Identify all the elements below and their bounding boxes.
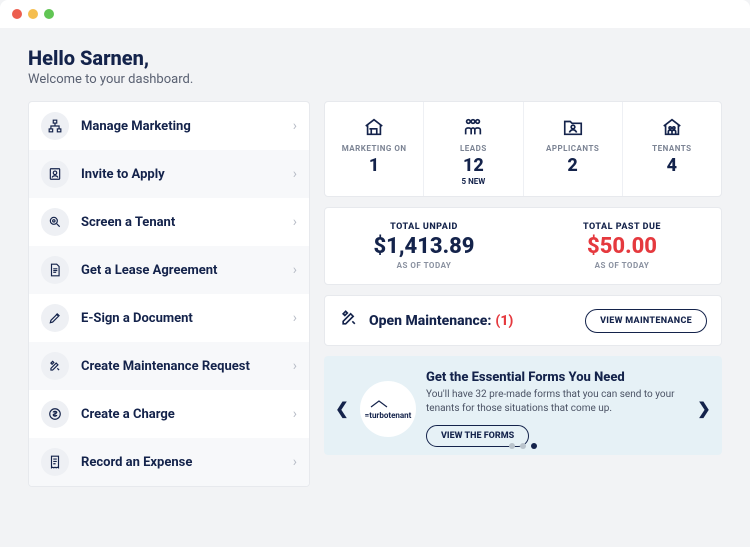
dollar-circle-icon — [41, 400, 69, 428]
promo-logo-text: turbotenant — [369, 411, 411, 420]
chevron-right-icon: › — [293, 454, 297, 470]
chevron-right-icon: › — [293, 262, 297, 278]
promo-title: Get the Essential Forms You Need — [426, 370, 696, 385]
money-row: TOTAL UNPAID $1,413.89 AS OF TODAY TOTAL… — [324, 207, 722, 285]
action-label: Create Maintenance Request — [81, 359, 293, 374]
stat-value: 2 — [567, 155, 577, 176]
stat-label: LEADS — [460, 144, 487, 153]
magnify-icon — [41, 208, 69, 236]
action-label: Create a Charge — [81, 407, 293, 422]
view-maintenance-button[interactable]: VIEW MAINTENANCE — [585, 309, 707, 333]
chevron-right-icon: › — [293, 406, 297, 422]
close-dot-icon[interactable] — [12, 9, 22, 19]
stat-marketing-on[interactable]: MARKETING ON 1 — [325, 102, 424, 196]
promo-dot[interactable] — [531, 443, 537, 449]
house-people-icon — [660, 116, 684, 138]
action-create-maintenance-request[interactable]: Create Maintenance Request› — [29, 342, 309, 390]
action-get-a-lease-agreement[interactable]: Get a Lease Agreement› — [29, 246, 309, 294]
action-label: Invite to Apply — [81, 167, 293, 182]
chevron-right-icon: › — [293, 214, 297, 230]
pen-icon — [41, 304, 69, 332]
total-unpaid-asof: AS OF TODAY — [329, 261, 519, 270]
total-unpaid-value: $1,413.89 — [329, 234, 519, 259]
house-icon — [362, 116, 386, 138]
tools-icon — [41, 352, 69, 380]
total-unpaid-label: TOTAL UNPAID — [329, 222, 519, 232]
hierarchy-icon — [41, 112, 69, 140]
action-label: Manage Marketing — [81, 119, 293, 134]
promo-dots — [509, 443, 537, 449]
promo-card: ❮ =turbotenant Get the Essential Forms Y… — [324, 356, 722, 455]
total-pastdue-label: TOTAL PAST DUE — [527, 222, 717, 232]
action-manage-marketing[interactable]: Manage Marketing› — [29, 102, 309, 150]
total-pastdue-card[interactable]: TOTAL PAST DUE $50.00 AS OF TODAY — [523, 208, 721, 284]
chevron-right-icon: › — [293, 166, 297, 182]
stat-label: MARKETING ON — [342, 144, 407, 153]
total-pastdue-asof: AS OF TODAY — [527, 261, 717, 270]
stats-row: MARKETING ON 1 LEADS 125 NEW APPLICANTS 2 TENA… — [324, 101, 722, 197]
window-chrome — [0, 0, 750, 28]
total-unpaid-card[interactable]: TOTAL UNPAID $1,413.89 AS OF TODAY — [325, 208, 523, 284]
promo-prev-button[interactable]: ❮ — [334, 399, 350, 418]
stat-label: APPLICANTS — [546, 144, 599, 153]
stat-label: TENANTS — [652, 144, 691, 153]
action-screen-a-tenant[interactable]: Screen a Tenant› — [29, 198, 309, 246]
people-icon — [461, 116, 485, 138]
stat-tenants[interactable]: TENANTS 4 — [623, 102, 721, 196]
tools-icon — [339, 308, 359, 333]
stat-value: 12 — [463, 155, 484, 176]
action-record-an-expense[interactable]: Record an Expense› — [29, 438, 309, 486]
maintenance-label: Open Maintenance: — [369, 313, 491, 329]
action-label: Screen a Tenant — [81, 215, 293, 230]
promo-logo: =turbotenant — [360, 381, 416, 437]
action-invite-to-apply[interactable]: Invite to Apply› — [29, 150, 309, 198]
action-label: Get a Lease Agreement — [81, 263, 293, 278]
maximize-dot-icon[interactable] — [44, 9, 54, 19]
greeting: Hello Sarnen, Welcome to your dashboard. — [28, 46, 722, 87]
stat-sub: 5 NEW — [462, 177, 486, 186]
stat-applicants[interactable]: APPLICANTS 2 — [524, 102, 623, 196]
maintenance-count: (1) — [495, 313, 513, 329]
action-label: Record an Expense — [81, 455, 293, 470]
promo-dot[interactable] — [520, 443, 526, 449]
total-pastdue-value: $50.00 — [527, 234, 717, 259]
stat-value: 4 — [667, 155, 677, 176]
action-e-sign-a-document[interactable]: E-Sign a Document› — [29, 294, 309, 342]
chevron-right-icon: › — [293, 118, 297, 134]
promo-next-button[interactable]: ❯ — [696, 399, 712, 418]
action-create-a-charge[interactable]: Create a Charge› — [29, 390, 309, 438]
document-lines-icon — [41, 256, 69, 284]
stat-value: 1 — [369, 155, 379, 176]
greeting-title: Hello Sarnen, — [28, 46, 722, 70]
receipt-icon — [41, 448, 69, 476]
action-label: E-Sign a Document — [81, 311, 293, 326]
chevron-right-icon: › — [293, 358, 297, 374]
stat-leads[interactable]: LEADS 125 NEW — [424, 102, 523, 196]
chevron-right-icon: › — [293, 310, 297, 326]
person-card-icon — [41, 160, 69, 188]
promo-dot[interactable] — [509, 443, 515, 449]
minimize-dot-icon[interactable] — [28, 9, 38, 19]
promo-desc: You'll have 32 pre-made forms that you c… — [426, 388, 696, 415]
quick-actions-list: Manage Marketing›Invite to Apply›Screen … — [28, 101, 310, 487]
maintenance-row: Open Maintenance: (1) VIEW MAINTENANCE — [324, 295, 722, 346]
folder-person-icon — [561, 116, 585, 138]
greeting-subtitle: Welcome to your dashboard. — [28, 72, 722, 87]
